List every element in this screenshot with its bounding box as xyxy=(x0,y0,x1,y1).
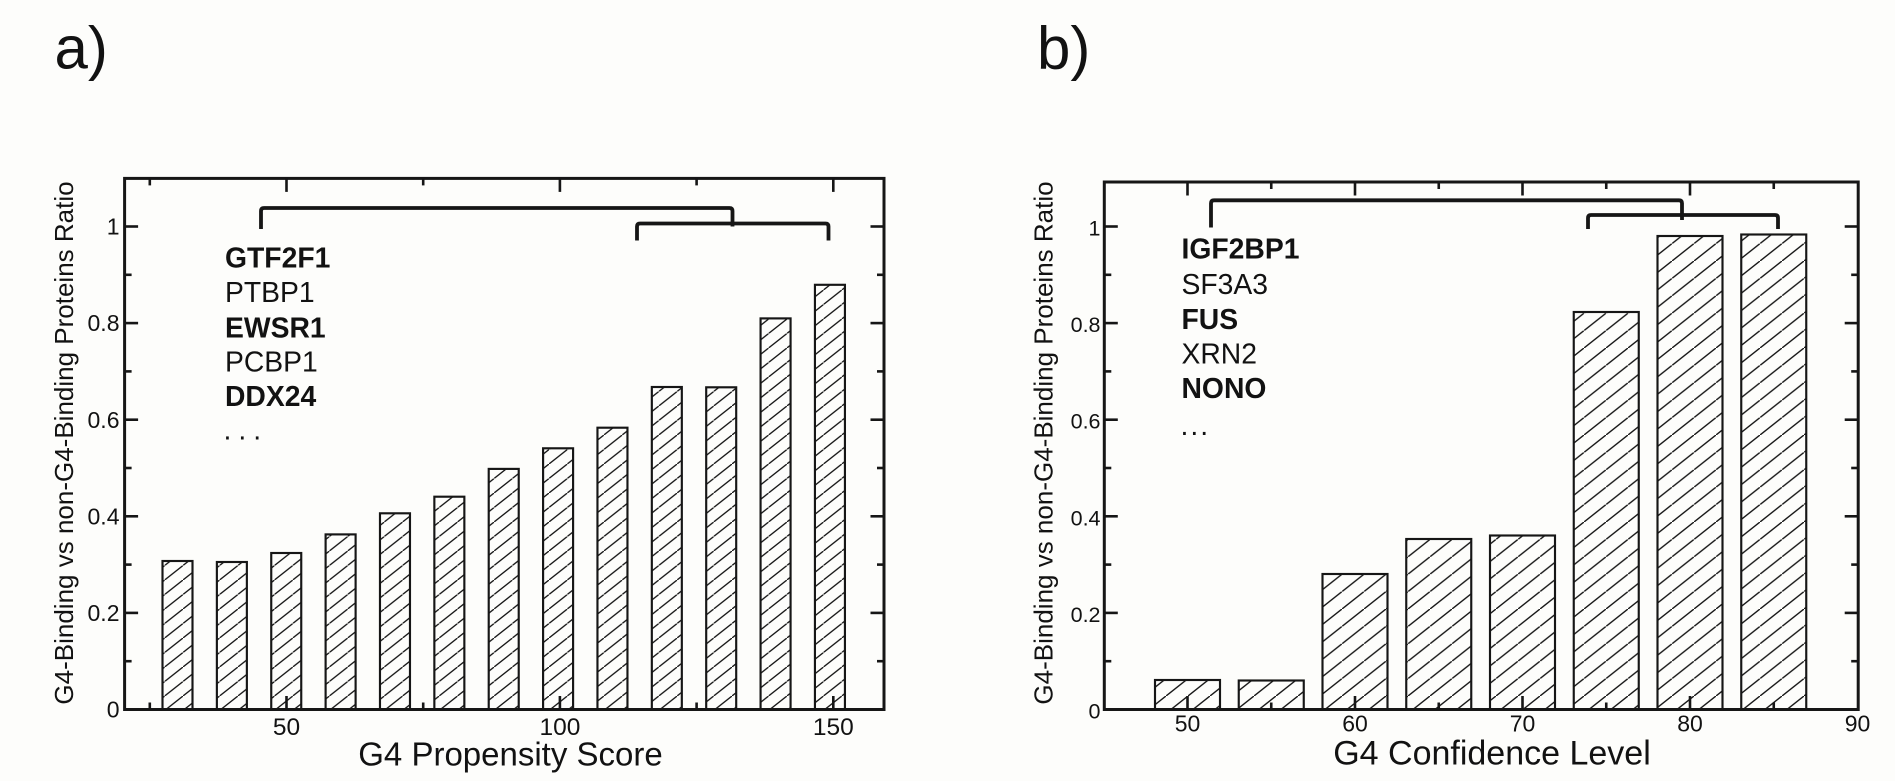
svg-text:1: 1 xyxy=(107,214,120,240)
svg-text:PTBP1: PTBP1 xyxy=(225,276,315,308)
svg-text:XRN2: XRN2 xyxy=(1182,338,1257,370)
svg-text:EWSR1: EWSR1 xyxy=(225,311,326,343)
svg-text:0.6: 0.6 xyxy=(88,407,120,433)
svg-text:0.4: 0.4 xyxy=(1071,506,1101,530)
svg-text:0.8: 0.8 xyxy=(1071,313,1101,337)
svg-text:0.4: 0.4 xyxy=(88,503,120,529)
svg-text:80: 80 xyxy=(1677,710,1703,736)
svg-text:G4-Binding vs non-G4-Binding P: G4-Binding vs non-G4-Binding Proteins Ra… xyxy=(1029,181,1059,704)
svg-text:100: 100 xyxy=(539,714,580,741)
svg-text:0.8: 0.8 xyxy=(88,310,120,336)
svg-text:DDX24: DDX24 xyxy=(225,380,316,412)
svg-text:50: 50 xyxy=(273,714,300,741)
svg-text:G4 Propensity Score: G4 Propensity Score xyxy=(358,735,662,772)
svg-text:NONO: NONO xyxy=(1182,372,1267,404)
svg-text:FUS: FUS xyxy=(1182,303,1239,335)
svg-text:50: 50 xyxy=(1175,710,1201,736)
svg-text:0: 0 xyxy=(107,697,120,723)
svg-text:0: 0 xyxy=(1089,700,1101,724)
svg-text:150: 150 xyxy=(813,714,854,741)
svg-text:G4-Binding vs non-G4-Binding P: G4-Binding vs non-G4-Binding Proteins Ra… xyxy=(49,181,79,704)
svg-text:90: 90 xyxy=(1845,710,1871,736)
svg-text:b): b) xyxy=(1037,15,1090,82)
svg-text:0.2: 0.2 xyxy=(1071,603,1101,627)
svg-text:60: 60 xyxy=(1342,710,1368,736)
svg-text:1: 1 xyxy=(1089,217,1101,241)
svg-text:70: 70 xyxy=(1510,710,1536,736)
svg-text:PCBP1: PCBP1 xyxy=(225,345,318,377)
svg-text:GTF2F1: GTF2F1 xyxy=(225,242,330,274)
svg-text:a): a) xyxy=(55,15,108,82)
svg-text:G4 Confidence Level: G4 Confidence Level xyxy=(1333,734,1651,772)
svg-text:SF3A3: SF3A3 xyxy=(1182,268,1269,300)
svg-text:...: ... xyxy=(1181,409,1211,441)
svg-text:IGF2BP1: IGF2BP1 xyxy=(1182,233,1300,265)
svg-text:0.2: 0.2 xyxy=(88,600,120,626)
svg-text:...: ... xyxy=(224,414,269,446)
svg-text:0.6: 0.6 xyxy=(1071,410,1101,434)
